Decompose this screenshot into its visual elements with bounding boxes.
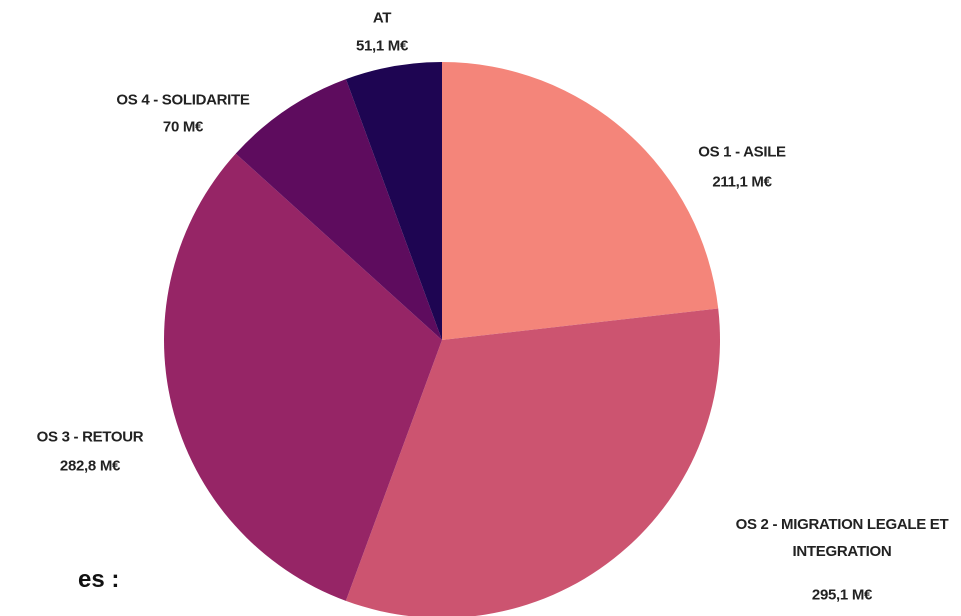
slice-label: AT (372, 9, 392, 27)
pie-slice (345, 62, 442, 340)
pie-slice (235, 79, 442, 340)
slice-value-label: 282,8 M€ (59, 457, 121, 475)
pie-slice (345, 308, 720, 616)
slice-value-label: 211,1 M€ (712, 173, 772, 191)
slice-value-label: 70 M€ (162, 118, 204, 136)
slice-label: OS 2 - MIGRATION LEGALE ET INTEGRATION (735, 516, 949, 560)
slice-label: OS 1 - ASILE (698, 143, 786, 161)
slice-value-label: 51,1 M€ (355, 37, 409, 55)
slice-label: OS 3 - RETOUR (36, 428, 144, 446)
slice-value-label: 295,1 M€ (811, 586, 873, 604)
pie-slice (163, 153, 442, 601)
slice-label: OS 4 - SOLIDARITE (116, 91, 250, 109)
pie-slice (442, 62, 719, 340)
annotation: es : (78, 566, 120, 593)
